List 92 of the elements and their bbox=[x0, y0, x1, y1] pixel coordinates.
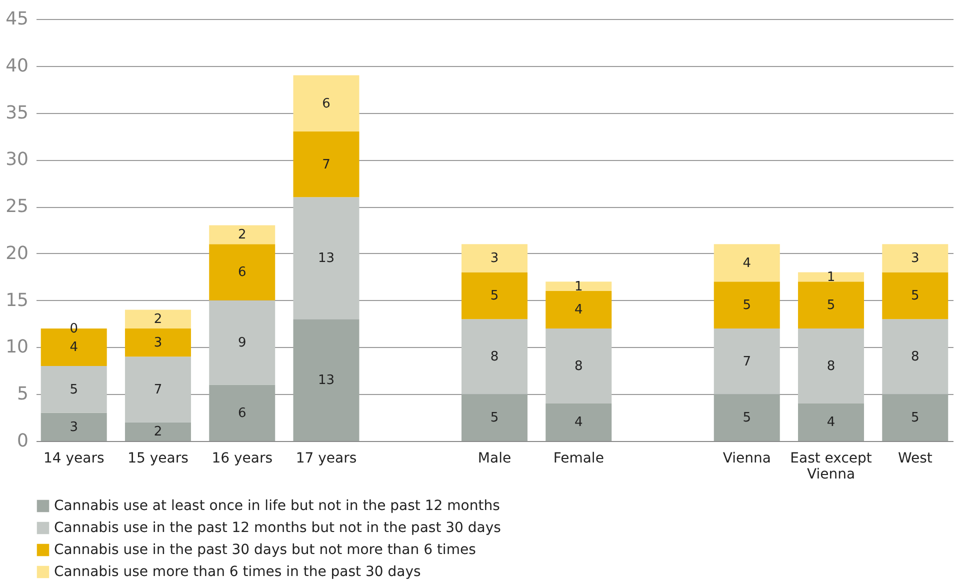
bar bbox=[882, 319, 948, 394]
bar bbox=[124, 356, 191, 422]
bar bbox=[40, 412, 107, 441]
bar bbox=[546, 282, 612, 291]
data-label: 3 bbox=[911, 251, 920, 266]
bar bbox=[882, 244, 948, 272]
bar bbox=[209, 244, 276, 300]
bar bbox=[462, 319, 528, 394]
x-tick-label: 14 years bbox=[43, 450, 104, 466]
data-label: 8 bbox=[826, 358, 836, 374]
data-label: 5 bbox=[490, 288, 499, 304]
x-tick-label: Vienna bbox=[722, 450, 771, 466]
x-tick-label: West bbox=[898, 450, 933, 466]
data-label: 5 bbox=[911, 288, 920, 304]
bar bbox=[209, 225, 276, 244]
bar bbox=[124, 328, 191, 357]
legend-label: Cannabis use at least once in life but not in the past 12 months bbox=[54, 498, 500, 514]
bar bbox=[40, 366, 107, 413]
y-tick-label: 20 bbox=[6, 242, 28, 264]
data-label: 2 bbox=[238, 228, 246, 243]
bar bbox=[209, 384, 276, 441]
data-label: 9 bbox=[238, 336, 246, 351]
data-label: 6 bbox=[322, 96, 330, 112]
bar bbox=[798, 282, 864, 328]
data-label: 2 bbox=[154, 312, 162, 328]
data-label: 4 bbox=[70, 340, 78, 356]
bar bbox=[714, 394, 780, 441]
data-label: 2 bbox=[154, 424, 162, 440]
data-label: 8 bbox=[911, 350, 920, 365]
data-label: 13 bbox=[318, 251, 335, 266]
data-label: 4 bbox=[574, 415, 583, 430]
data-label: 3 bbox=[490, 251, 499, 266]
data-label: 5 bbox=[70, 382, 78, 398]
data-label: 1 bbox=[826, 270, 836, 285]
y-tick-label: 30 bbox=[6, 149, 28, 170]
bar bbox=[462, 394, 528, 441]
bar bbox=[546, 328, 612, 404]
bar bbox=[714, 328, 780, 394]
x-tick-label: Female bbox=[553, 450, 604, 466]
bar bbox=[798, 272, 864, 282]
bar bbox=[293, 75, 360, 132]
data-label: 7 bbox=[742, 354, 752, 370]
y-tick-label: 40 bbox=[6, 55, 28, 76]
x-tick-label: 15 years bbox=[128, 450, 188, 466]
legend-label: Cannabis use more than 6 times in the past 30 days bbox=[54, 564, 421, 580]
bar bbox=[124, 422, 191, 441]
bar bbox=[293, 197, 360, 320]
data-label: 5 bbox=[742, 410, 752, 426]
bar bbox=[293, 319, 360, 441]
data-label: 5 bbox=[490, 410, 499, 426]
bar bbox=[882, 394, 948, 441]
bar bbox=[209, 300, 276, 385]
bar bbox=[462, 244, 528, 272]
data-label: 4 bbox=[826, 415, 836, 430]
data-label: 8 bbox=[574, 358, 583, 374]
bar bbox=[798, 403, 864, 441]
data-label: 6 bbox=[238, 265, 246, 280]
data-label: 5 bbox=[826, 298, 836, 314]
y-tick-label: 15 bbox=[6, 290, 28, 311]
bar bbox=[546, 290, 612, 328]
x-tick-label: East except Vienna bbox=[790, 450, 872, 482]
data-label: 7 bbox=[154, 382, 162, 398]
y-tick-label: 45 bbox=[6, 8, 28, 30]
bar bbox=[714, 282, 780, 328]
bar bbox=[882, 272, 948, 320]
y-tick-label: 5 bbox=[17, 384, 28, 405]
data-label: 1 bbox=[574, 279, 583, 294]
bar bbox=[798, 328, 864, 404]
data-label: 6 bbox=[238, 406, 246, 421]
bar bbox=[714, 244, 780, 282]
data-label: 3 bbox=[154, 336, 162, 351]
bar bbox=[546, 403, 612, 441]
legend-label: Cannabis use in the past 30 days but not more than 6 times bbox=[54, 542, 476, 558]
bar bbox=[462, 272, 528, 320]
x-tick-label: Male bbox=[478, 450, 512, 466]
x-tick-label: 17 years bbox=[296, 450, 357, 466]
y-tick-label: 35 bbox=[6, 102, 28, 124]
data-label: 3 bbox=[70, 420, 78, 435]
y-tick-label: 10 bbox=[6, 336, 28, 358]
data-label: 4 bbox=[742, 256, 752, 271]
data-label: 5 bbox=[742, 298, 752, 314]
data-label: 7 bbox=[322, 157, 330, 172]
y-tick-label: 0 bbox=[17, 430, 28, 452]
legend-label: Cannabis use in the past 12 months but not in the past 30 days bbox=[54, 520, 501, 536]
data-label: 8 bbox=[490, 350, 499, 365]
data-label: 13 bbox=[318, 373, 335, 388]
data-label: 4 bbox=[574, 302, 583, 318]
x-tick-label: 16 years bbox=[212, 450, 273, 466]
bar bbox=[124, 310, 191, 328]
data-label: 5 bbox=[911, 410, 920, 426]
y-tick-label: 25 bbox=[6, 196, 28, 218]
bar bbox=[293, 132, 360, 198]
